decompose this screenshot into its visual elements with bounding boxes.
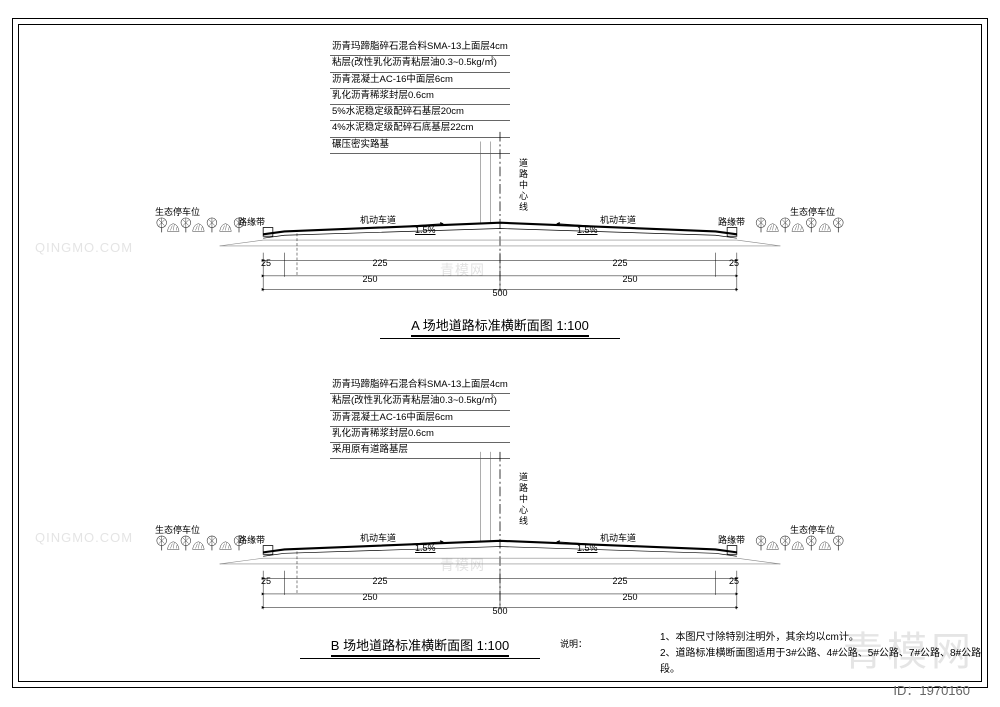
label-slope-right: 1.5%: [577, 225, 598, 235]
title-b: B 场地道路标准横断面图 1:100: [300, 635, 540, 660]
title-b-text: B 场地道路标准横断面图 1:100: [331, 635, 509, 657]
label-curb-right: 路缘带: [718, 215, 745, 228]
label-eco-right: 生态停车位: [790, 205, 835, 218]
label-eco-left-b: 生态停车位: [155, 523, 200, 536]
label-lane-right: 机动车道: [600, 213, 636, 226]
label-lane-left-b: 机动车道: [360, 531, 396, 544]
note-line: 1、本图尺寸除特别注明外，其余均以cm计。: [660, 630, 1000, 646]
dim-25-r: 25: [724, 258, 744, 268]
label-curb-left: 路缘带: [238, 215, 265, 228]
dim-25-l: 25: [256, 258, 276, 268]
dim-25-l-b: 25: [256, 576, 276, 586]
label-slope-left-b: 1.5%: [415, 543, 436, 553]
notes-block: 1、本图尺寸除特别注明外，其余均以cm计。 2、道路标准横断面图适用于3#公路、…: [660, 630, 1000, 678]
dim-25-r-b: 25: [724, 576, 744, 586]
dim-225-r-b: 225: [590, 576, 650, 586]
note-head: 说明：: [560, 637, 587, 650]
label-slope-right-b: 1.5%: [577, 543, 598, 553]
note-line: 2、道路标准横断面图适用于3#公路、4#公路、5#公路、7#公路、8#公路段。: [660, 646, 1000, 678]
dim-500-b: 500: [470, 606, 530, 616]
dim-250-l-b: 250: [340, 592, 400, 602]
dim-250-r-b: 250: [600, 592, 660, 602]
dim-225-l-b: 225: [350, 576, 410, 586]
section-a: 沥青玛蹄脂碎石混合料SMA-13上面层4cm 粘层(改性乳化沥青粘层油0.3~0…: [0, 40, 1000, 330]
label-centerline-b: 道路中心线: [517, 472, 530, 527]
label-eco-right-b: 生态停车位: [790, 523, 835, 536]
dim-225-l: 225: [350, 258, 410, 268]
cross-section-a: [0, 40, 1000, 330]
label-slope-left: 1.5%: [415, 225, 436, 235]
title-a-text: A 场地道路标准横断面图 1:100: [411, 315, 589, 337]
id-label: ID：1970160: [893, 680, 970, 699]
dim-250-r: 250: [600, 274, 660, 284]
label-centerline: 道路中心线: [517, 158, 530, 213]
title-a: A 场地道路标准横断面图 1:100: [380, 315, 620, 340]
label-lane-right-b: 机动车道: [600, 531, 636, 544]
label-curb-right-b: 路缘带: [718, 533, 745, 546]
label-curb-left-b: 路缘带: [238, 533, 265, 546]
dim-250-l: 250: [340, 274, 400, 284]
section-b: 沥青玛蹄脂碎石混合料SMA-13上面层4cm 粘层(改性乳化沥青粘层油0.3~0…: [0, 360, 1000, 650]
label-lane-left: 机动车道: [360, 213, 396, 226]
dim-225-r: 225: [590, 258, 650, 268]
label-eco-left: 生态停车位: [155, 205, 200, 218]
dim-500: 500: [470, 288, 530, 298]
